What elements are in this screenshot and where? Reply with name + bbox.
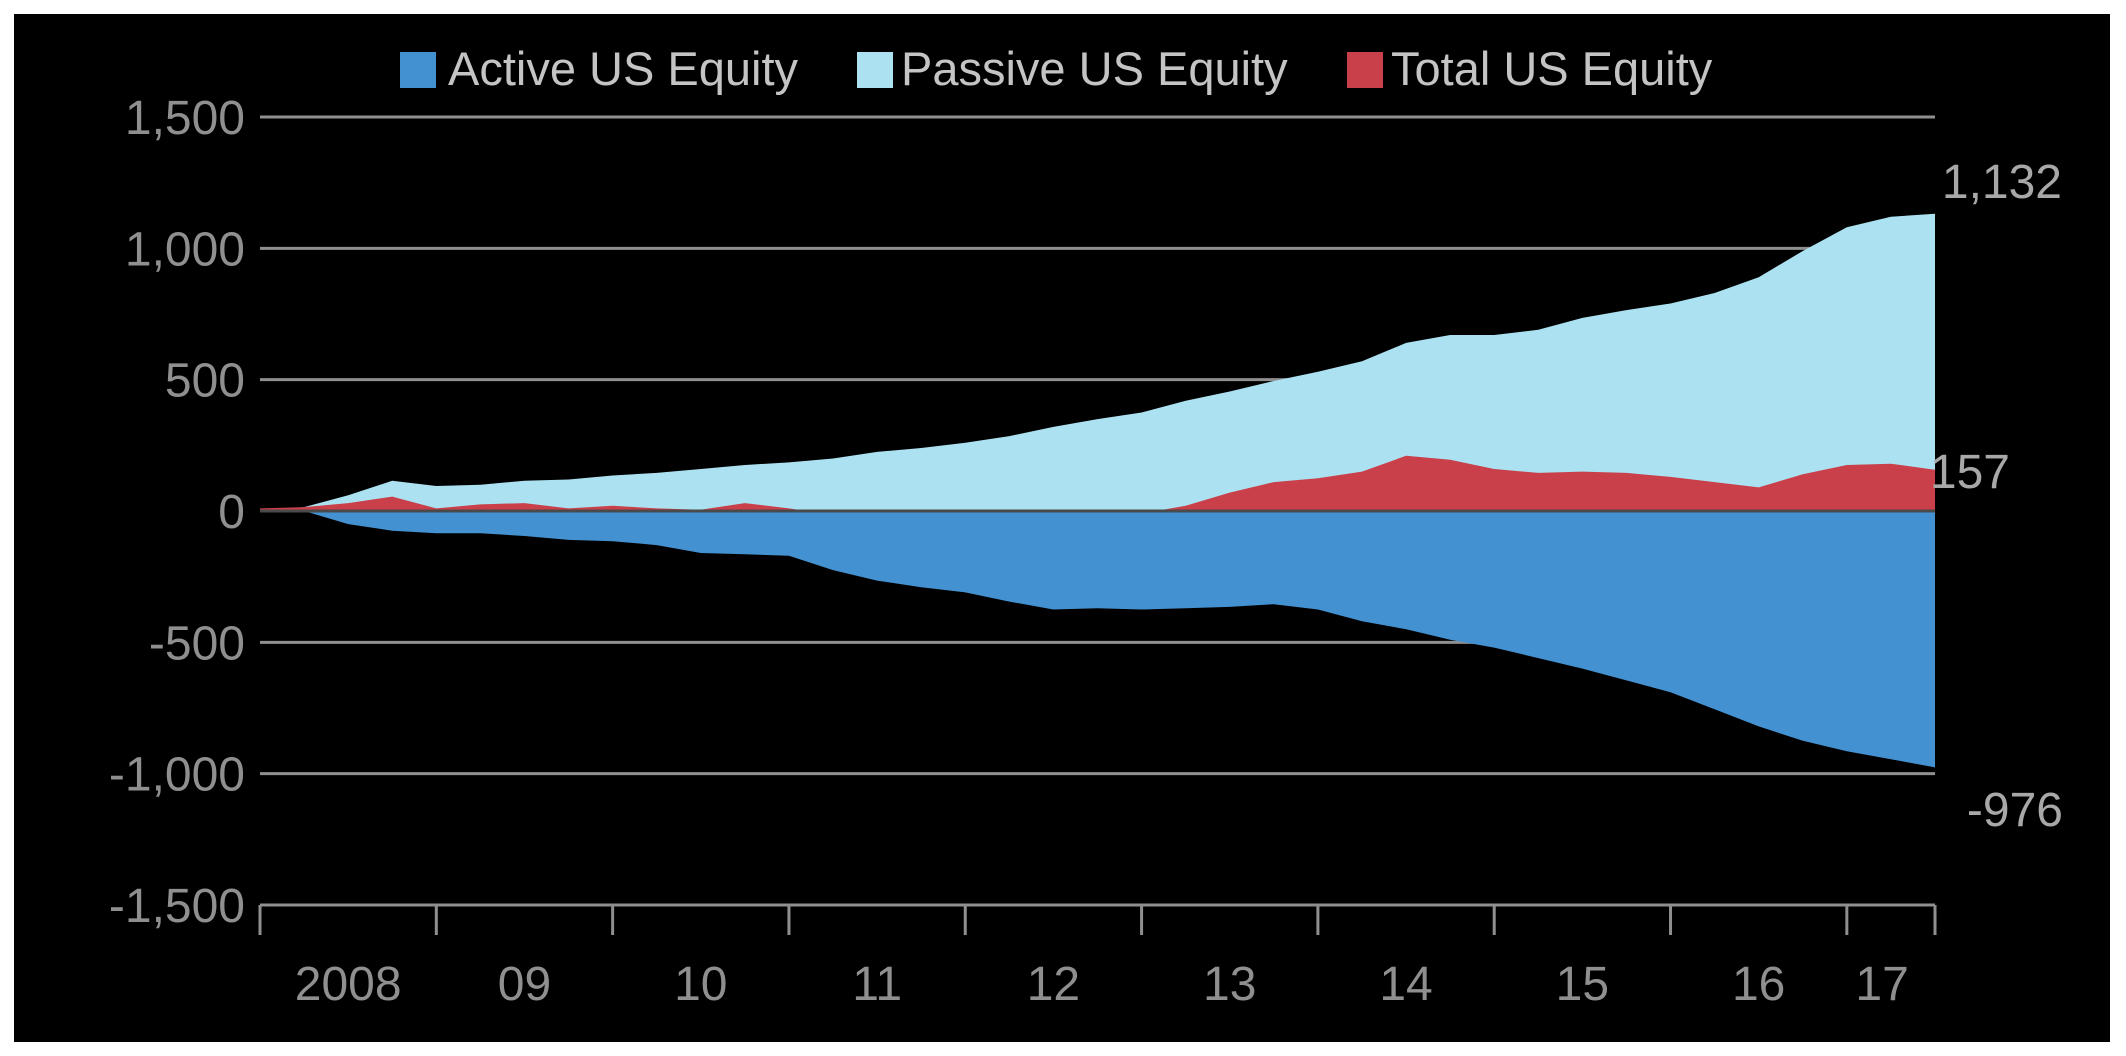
- x-tick-label: 11: [852, 958, 902, 1011]
- y-tick-label: -500: [149, 617, 245, 670]
- series-area-passive: [260, 213, 1935, 511]
- y-tick-label: -1,000: [109, 749, 245, 802]
- end-label-active: -976: [1967, 784, 2063, 837]
- x-tick-label: 15: [1556, 958, 1609, 1011]
- y-tick-label: 500: [165, 355, 245, 408]
- legend-item-total: Total US Equity: [1347, 42, 1713, 95]
- y-tick-label: 0: [218, 486, 245, 539]
- legend: Active US Equity Passive US Equity Total…: [400, 42, 1713, 95]
- y-tick-label: -1,500: [109, 880, 245, 933]
- y-axis: 1,500 1,000 500 0 -500 -1,000 -1,500: [109, 92, 245, 933]
- legend-swatch-passive: [857, 52, 893, 88]
- series-area-active: [260, 511, 1935, 768]
- legend-item-active: Active US Equity: [400, 42, 799, 95]
- x-tick-label: 14: [1379, 958, 1432, 1011]
- legend-label-passive: Passive US Equity: [901, 42, 1288, 95]
- x-tick-label: 17: [1855, 958, 1908, 1011]
- y-tick-label: 1,500: [125, 92, 245, 145]
- legend-item-passive: Passive US Equity: [857, 42, 1288, 95]
- legend-swatch-active: [400, 52, 436, 88]
- x-tick-label: 12: [1027, 958, 1080, 1011]
- legend-swatch-total: [1347, 52, 1383, 88]
- legend-label-active: Active US Equity: [448, 42, 799, 95]
- x-tick-label: 09: [498, 958, 551, 1011]
- series-areas: [260, 213, 1935, 768]
- series-area-total: [260, 455, 1935, 538]
- end-label-total: 157: [1930, 446, 2010, 499]
- x-tick-label: 13: [1203, 958, 1256, 1011]
- x-tick-label: 10: [674, 958, 727, 1011]
- end-label-passive: 1,132: [1942, 156, 2062, 209]
- end-labels: 1,132 157 -976: [1930, 156, 2063, 837]
- x-axis: 2008 09 10 11 12 13 14 15 16 17: [258, 903, 1937, 1011]
- legend-label-total: Total US Equity: [1391, 42, 1713, 95]
- x-tick-label: 16: [1732, 958, 1785, 1011]
- x-tick-label: 2008: [295, 958, 402, 1011]
- y-tick-label: 1,000: [125, 223, 245, 276]
